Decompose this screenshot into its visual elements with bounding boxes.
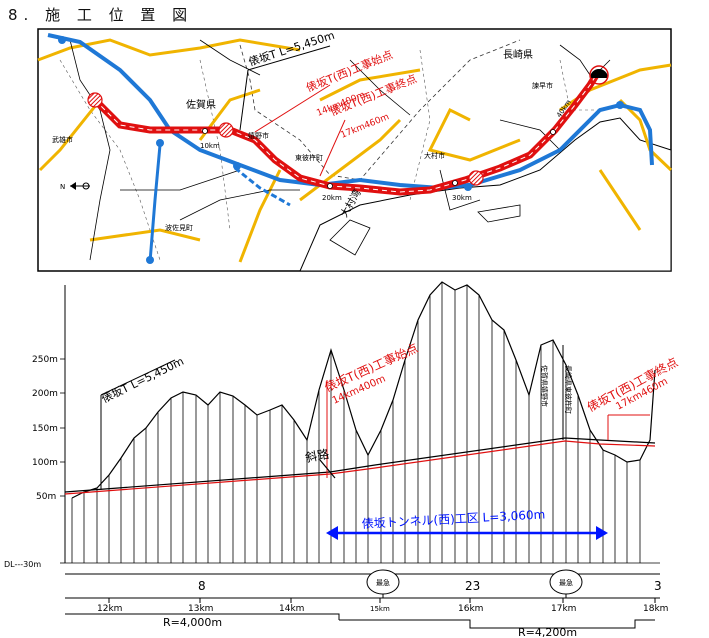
tunnel-leader (239, 69, 249, 131)
tunnel-leader-top (247, 45, 331, 71)
gradient-bubble (549, 569, 583, 595)
expressway (47, 33, 654, 191)
km-16: 16km (458, 604, 483, 614)
km-14: 14km (279, 604, 304, 614)
km-15: 15km (370, 605, 390, 613)
gradient-3: 3 (654, 579, 662, 593)
tunnel-total-leader-top (100, 359, 176, 396)
map-higashisonogi: 東彼杵町 (295, 153, 323, 162)
roads-prefectural (37, 38, 673, 263)
curve-1-line (65, 613, 340, 620)
km-18: 18km (643, 604, 668, 614)
north-arrow-icon (70, 182, 90, 190)
map-north: N (60, 183, 65, 191)
boring-lines (71, 282, 641, 563)
city-boundary (59, 49, 600, 261)
map-km30: 30km (452, 194, 472, 202)
map-hasami: 波佐見町 (165, 223, 193, 232)
km-12: 12km (97, 604, 122, 614)
omura-bay (299, 117, 672, 272)
end-leader (319, 119, 346, 177)
profile-section: 俵坂トンネル(西)工区 L=3,060m (361, 507, 545, 531)
formation-level (64, 440, 656, 495)
gradient-1: 8 (198, 579, 206, 593)
terminal-station-ring (589, 65, 609, 85)
map-nagasaki: 長崎県 (503, 48, 533, 61)
expressway-branch (148, 144, 162, 263)
map-omura: 大村市 (424, 151, 445, 160)
prefecture-boundary (239, 39, 521, 181)
km-ticks (108, 598, 656, 603)
expressway-spur (234, 166, 291, 207)
curve-1-label: R=4,000m (163, 616, 222, 629)
curve-2-label: R=4,200m (518, 626, 577, 638)
roads-local (69, 39, 611, 261)
y-tick-150: 150m (32, 424, 58, 434)
bubble-2-label: 最急 (559, 578, 573, 587)
map-km10: 10km (200, 142, 220, 150)
gradient-bubble (366, 569, 400, 595)
map-ureshino: 嬉野市 (248, 131, 269, 140)
map-km20: 20km (322, 194, 342, 202)
map-isahaya: 諫早市 (532, 81, 553, 90)
interchanges (58, 36, 624, 264)
y-tick-dl: DL---30m (4, 560, 41, 569)
terminal-station (590, 69, 608, 78)
profile-tunnel-total: 俵坂T L=5,450m (100, 355, 186, 406)
shaft-line (319, 459, 336, 479)
bubble-1-label: 最急 (376, 578, 390, 587)
gradient-2: 23 (465, 579, 480, 593)
curve-2-line (339, 619, 655, 629)
km-13: 13km (188, 604, 213, 614)
coast-detail (329, 204, 521, 256)
y-axis-ticks (60, 358, 65, 564)
y-tick-50: 50m (36, 492, 56, 502)
start-leader (254, 84, 331, 133)
section-arrow-left-icon (326, 526, 338, 540)
y-tick-200: 200m (32, 389, 58, 399)
section-arrow-right-icon (596, 526, 608, 540)
figure-title: 8. 施 工 位 置 図 (8, 6, 194, 24)
profile-shaft: 斜路 (304, 446, 330, 465)
ground-profile (71, 281, 656, 499)
profile-border-saga: 佐賀県嬉野市 (540, 365, 549, 407)
stations (87, 92, 484, 186)
km-markers (202, 128, 556, 189)
y-tick-250: 250m (32, 355, 58, 365)
track-level (64, 437, 656, 493)
profile-border-nagasaki: 長崎県東彼杵町 (564, 365, 573, 414)
map-takeo: 武雄市 (52, 135, 73, 144)
map-saga: 佐賀県 (186, 99, 216, 111)
y-tick-100: 100m (32, 458, 58, 468)
km-17: 17km (551, 604, 576, 614)
